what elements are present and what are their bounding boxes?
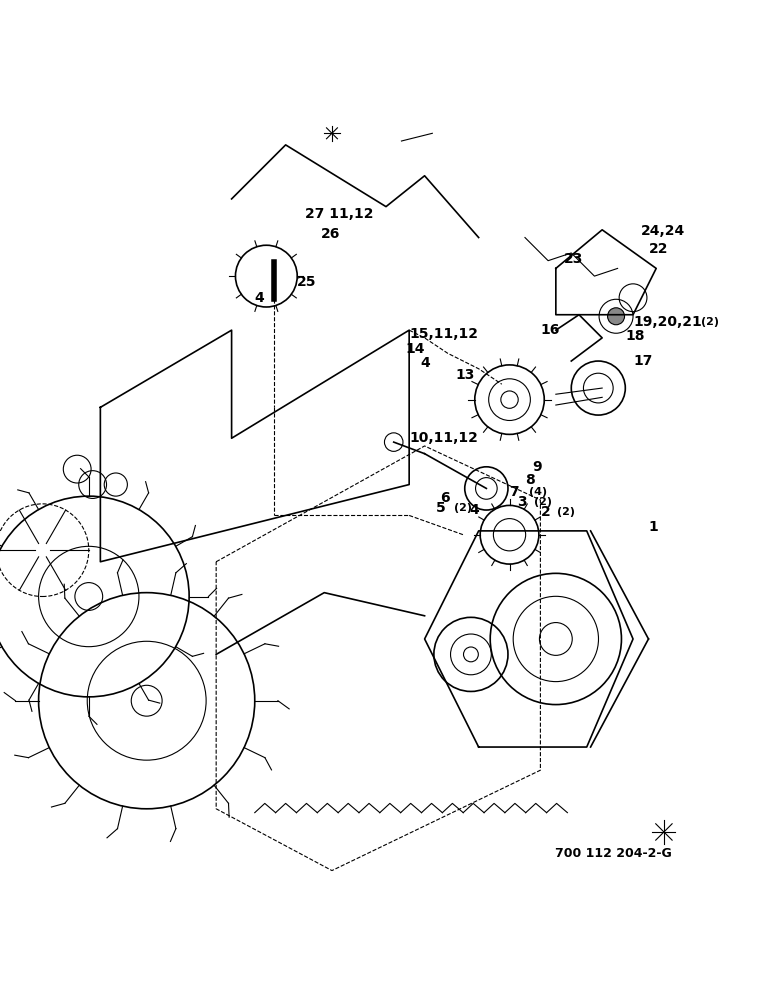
Text: 8: 8 [525,473,535,487]
Text: 18: 18 [625,329,645,343]
Text: 19,20,21: 19,20,21 [633,315,702,329]
Text: 27 11,12: 27 11,12 [305,207,374,221]
Text: 7: 7 [510,485,519,499]
Text: 9: 9 [533,460,542,474]
Text: (2): (2) [454,503,472,513]
Circle shape [131,685,162,716]
Text: 26: 26 [320,227,340,241]
Text: 25: 25 [297,275,317,289]
Text: 16: 16 [540,323,560,337]
Text: 4: 4 [255,291,265,305]
Text: 14: 14 [405,342,425,356]
Text: 2: 2 [540,505,550,519]
Text: 4: 4 [469,503,479,517]
Text: (2): (2) [701,317,719,327]
Text: (2): (2) [557,507,575,517]
Text: 4: 4 [421,356,431,370]
Circle shape [75,583,103,610]
Text: 13: 13 [455,368,475,382]
Text: 6: 6 [440,491,449,505]
Text: 1: 1 [648,520,659,534]
Text: 700 112 204-2-G: 700 112 204-2-G [555,847,672,860]
Text: 15,11,12: 15,11,12 [409,327,478,341]
Text: (4): (4) [529,487,547,497]
Text: 24,24: 24,24 [641,224,685,238]
Text: 23: 23 [564,252,583,266]
Circle shape [608,308,625,325]
Text: 22: 22 [648,242,668,256]
Text: 3: 3 [517,495,527,509]
Text: (2): (2) [534,497,552,507]
Text: 10,11,12: 10,11,12 [409,431,478,445]
Text: 17: 17 [633,354,652,368]
Text: 5: 5 [436,501,446,515]
